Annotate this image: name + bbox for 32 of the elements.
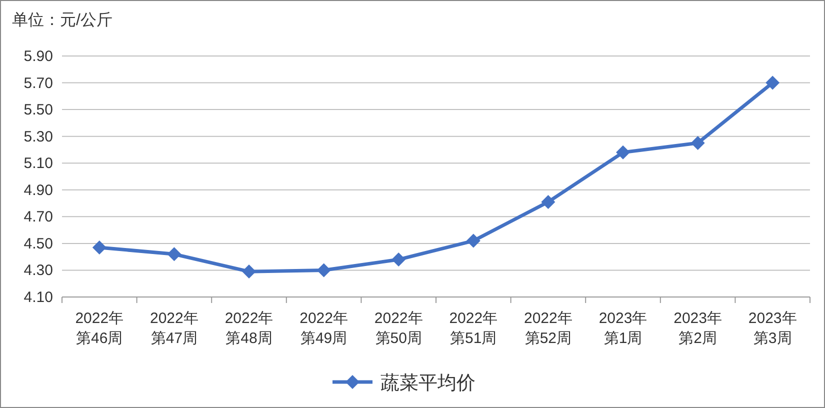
point (466, 234, 480, 248)
point (392, 252, 406, 267)
y-tick-label: 4.50 (24, 235, 53, 252)
y-axis-title: 单位：元/公斤 (12, 11, 112, 29)
point (316, 263, 331, 278)
point (616, 145, 630, 160)
point (92, 240, 106, 254)
x-tick-label: 2022年第50周 (374, 310, 423, 347)
point (766, 76, 780, 90)
y-tick-label: 4.70 (24, 208, 53, 226)
x-tick-label: 2022年第52周 (524, 310, 572, 347)
y-tick-label: 5.10 (24, 155, 53, 172)
x-tick-label: 2022年第48周 (224, 310, 274, 347)
x-tick-label: 2023年第1周 (598, 310, 648, 347)
point (541, 194, 556, 209)
y-tick-label: 5.30 (24, 128, 53, 146)
y-tick-label: 5.70 (24, 74, 53, 92)
y-tick-label: 5.50 (24, 102, 53, 119)
point (167, 247, 182, 262)
x-tick-label: 2022年第47周 (150, 310, 198, 347)
y-tick-label: 4.90 (24, 182, 53, 199)
x-tick-label: 2022年第46周 (75, 310, 124, 347)
x-tick-label: 2023年第2周 (674, 310, 722, 347)
x-tick-label: 2022年第51周 (449, 310, 498, 347)
x-tick-label: 2023年第3周 (748, 310, 797, 347)
point (242, 264, 256, 279)
legend-label: 蔬菜平均价 (380, 373, 476, 394)
y-tick-label: 5.90 (24, 48, 53, 65)
x-tick-label: 2022年第49周 (300, 310, 348, 347)
y-tick-label: 4.10 (24, 289, 53, 306)
point (690, 136, 705, 150)
y-tick-label: 4.30 (24, 262, 53, 280)
